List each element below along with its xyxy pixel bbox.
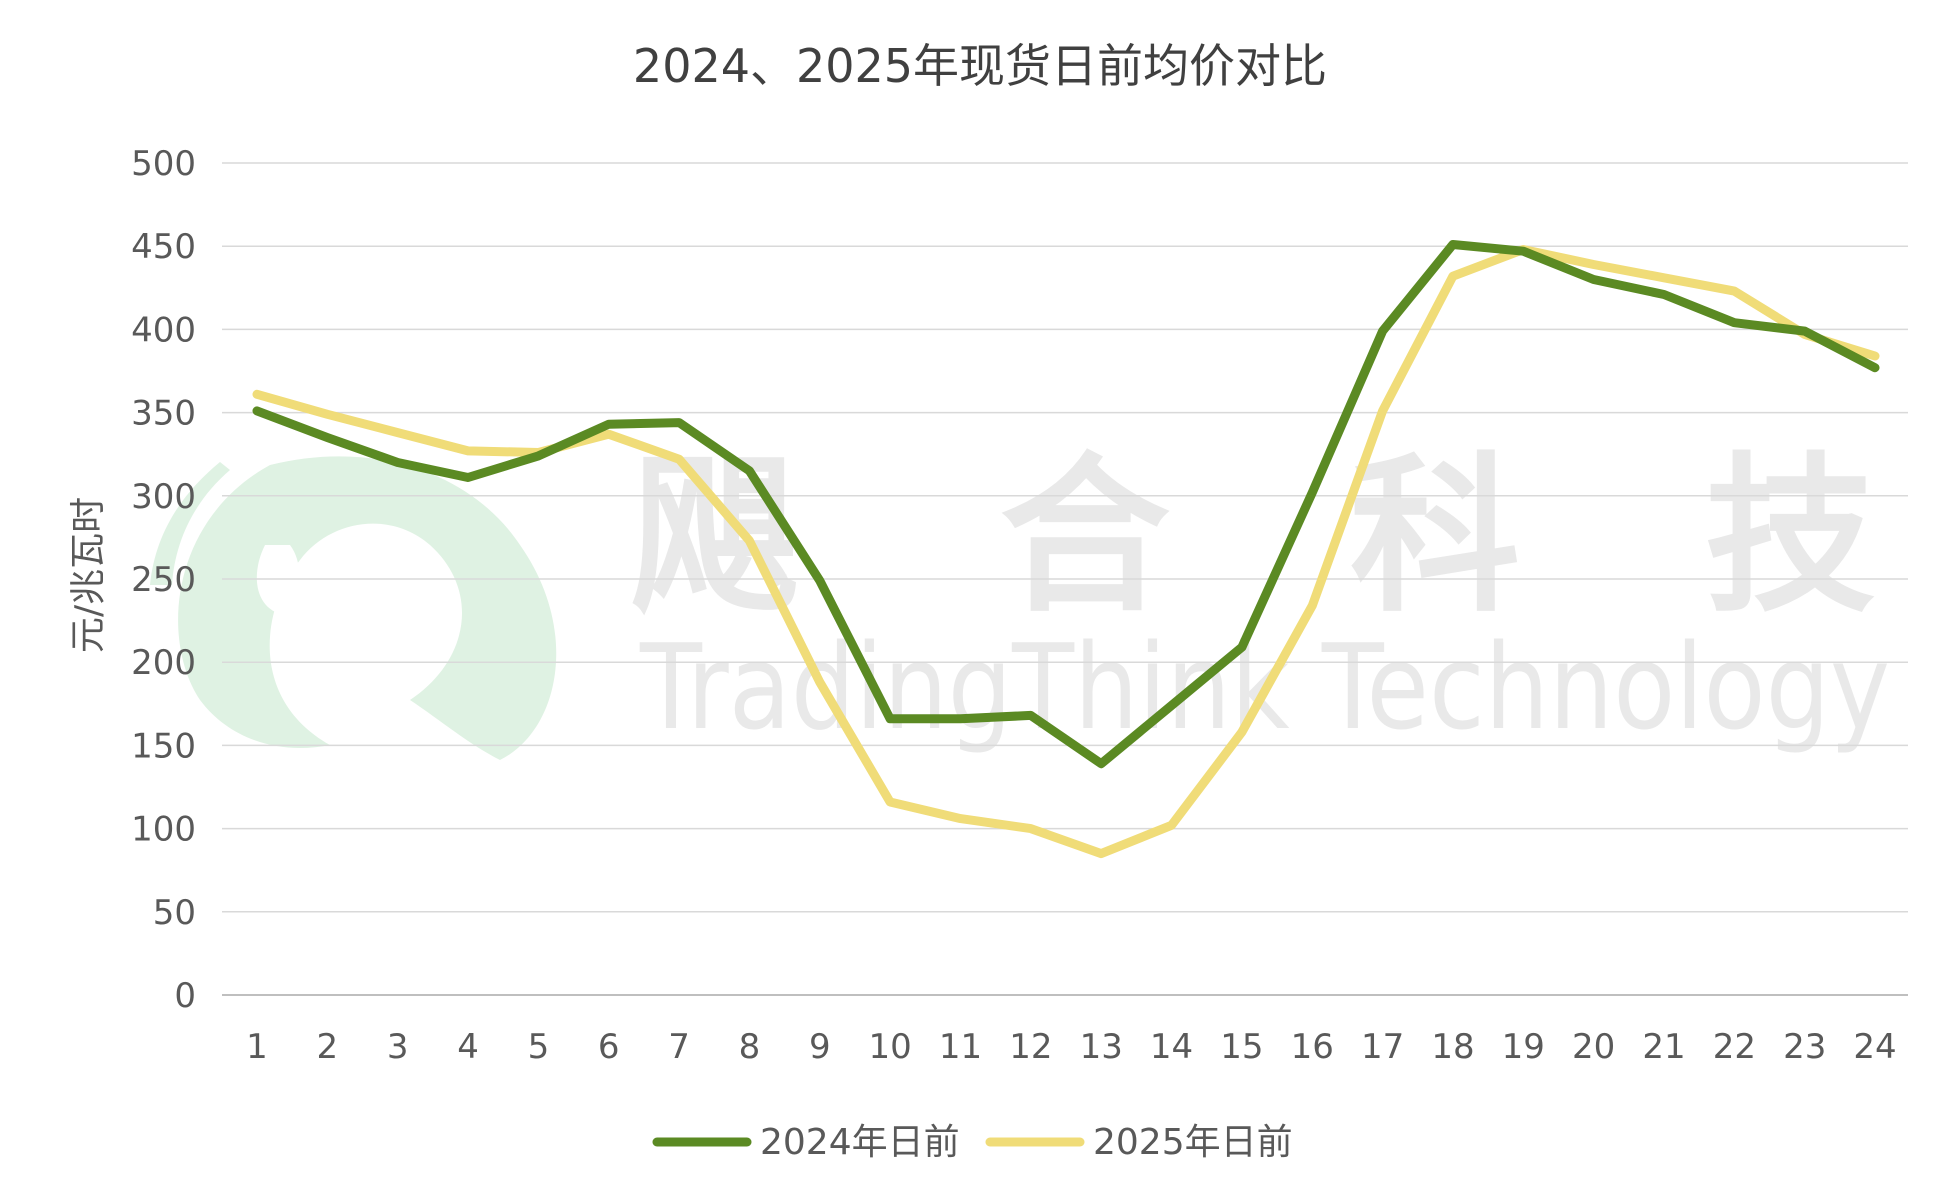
y-tick-label: 250: [131, 560, 196, 600]
y-tick-label: 150: [131, 726, 196, 766]
y-tick-label: 500: [131, 144, 196, 184]
x-tick-label: 10: [869, 1027, 912, 1067]
x-tick-label: 6: [598, 1027, 620, 1067]
series-layer: [252, 240, 1880, 859]
x-tick-label: 5: [528, 1027, 550, 1067]
y-tick-label: 0: [174, 976, 196, 1016]
x-axis-ticks: 1 2 3 4 5 6 7 8 9 10 11 12 13 14 15 16 17 18 19 20 21 22 23 24: [246, 1027, 1897, 1067]
x-tick-label: 8: [739, 1027, 761, 1067]
y-tick-label: 100: [131, 810, 196, 850]
watermark: 飓合科技 TradingThink Technology: [150, 438, 1890, 760]
x-tick-label: 3: [387, 1027, 409, 1067]
x-tick-label: 18: [1431, 1027, 1474, 1067]
x-tick-label: 4: [457, 1027, 479, 1067]
x-tick-label: 22: [1713, 1027, 1756, 1067]
x-tick-label: 15: [1220, 1027, 1263, 1067]
x-tick-label: 12: [1009, 1027, 1052, 1067]
y-axis-label: 元/兆瓦时: [68, 497, 109, 653]
y-tick-label: 450: [131, 227, 196, 267]
x-tick-label: 17: [1361, 1027, 1404, 1067]
x-tick-label: 20: [1572, 1027, 1615, 1067]
legend: 2024年日前 2025年日前: [652, 1122, 1293, 1163]
x-tick-label: 11: [939, 1027, 982, 1067]
watermark-logo-icon: [150, 456, 557, 760]
series-line-2024: [252, 240, 1880, 769]
x-tick-label: 24: [1853, 1027, 1896, 1067]
x-tick-label: 1: [246, 1027, 268, 1067]
watermark-cn-char: 飓: [630, 438, 800, 636]
chart-title: 2024、2025年现货日前均价对比: [633, 39, 1327, 93]
legend-label: 2024年日前: [760, 1122, 960, 1163]
x-tick-label: 16: [1291, 1027, 1334, 1067]
x-tick-label: 2: [317, 1027, 339, 1067]
x-tick-label: 13: [1080, 1027, 1123, 1067]
watermark-cn-text: 飓 合科技: [630, 438, 1875, 636]
watermark-cn-char: 技: [1705, 438, 1875, 636]
y-tick-label: 350: [131, 394, 196, 434]
x-tick-label: 14: [1150, 1027, 1193, 1067]
x-tick-label: 7: [668, 1027, 690, 1067]
watermark-cn-char: 合: [1000, 438, 1170, 636]
y-tick-label: 200: [131, 643, 196, 683]
legend-label: 2025年日前: [1093, 1122, 1293, 1163]
y-tick-label: 300: [131, 477, 196, 517]
gridlines: [222, 162, 1908, 996]
y-axis-ticks: 0 50 100 150 200 250 300 350 400 450 500: [131, 144, 196, 1016]
series-line-2025: [252, 245, 1880, 859]
watermark-cn-char: 科: [1350, 438, 1520, 636]
x-tick-label: 23: [1783, 1027, 1826, 1067]
y-tick-label: 50: [153, 893, 196, 933]
x-tick-label: 9: [809, 1027, 831, 1067]
y-tick-label: 400: [131, 310, 196, 350]
x-tick-label: 19: [1502, 1027, 1545, 1067]
x-tick-label: 21: [1642, 1027, 1685, 1067]
